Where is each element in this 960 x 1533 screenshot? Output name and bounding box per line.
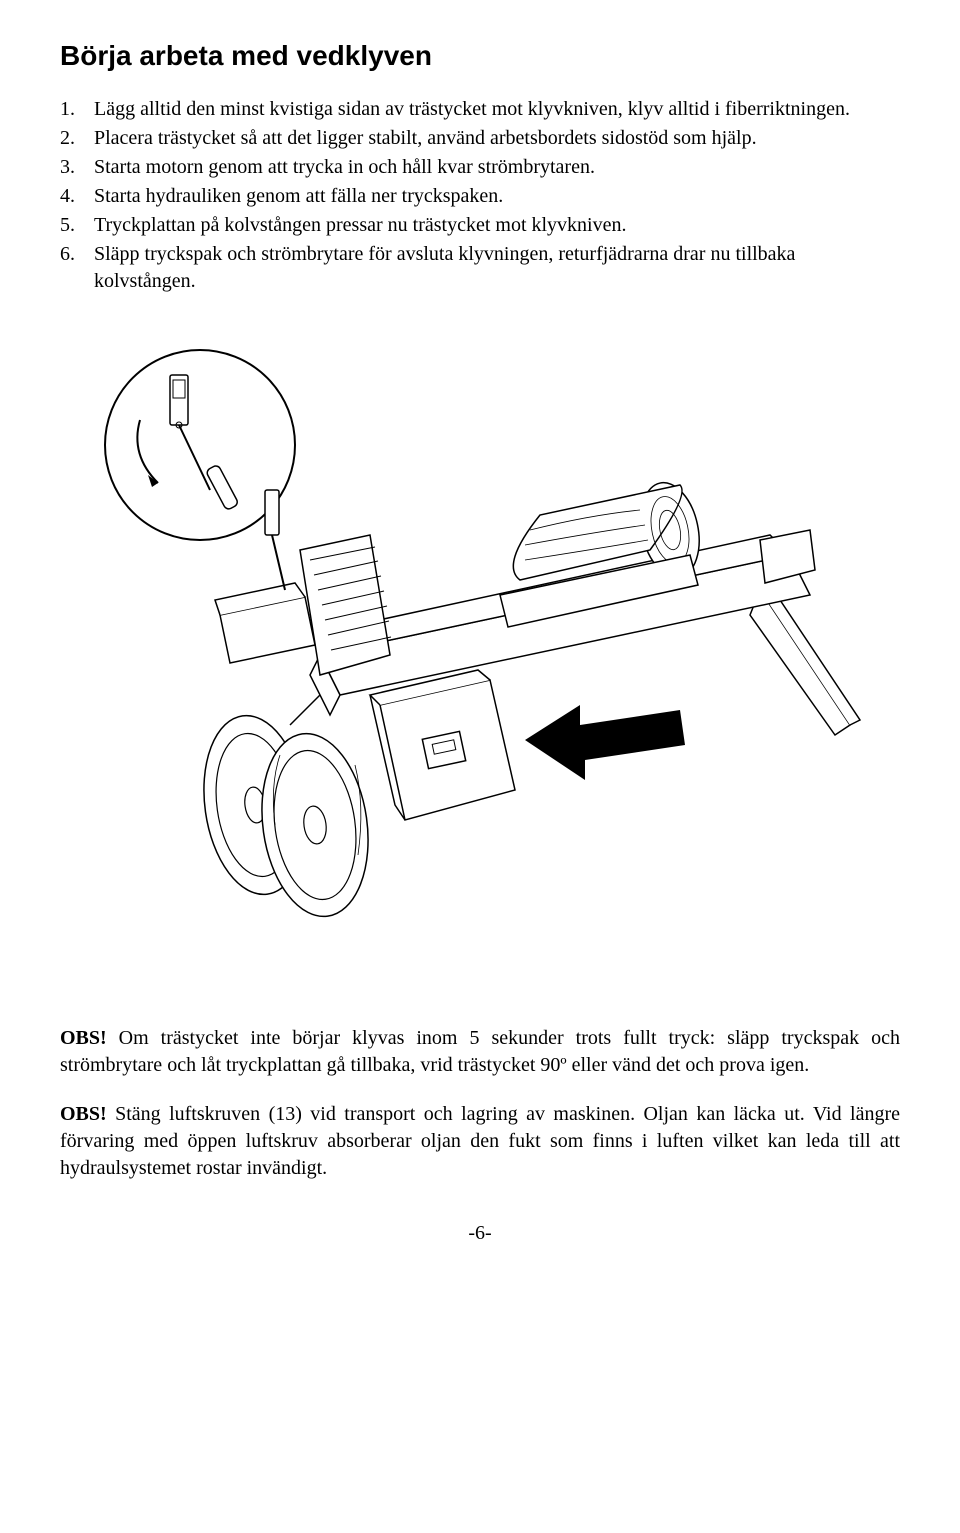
item-text: Släpp tryckspak och strömbrytare för avs… — [94, 241, 900, 295]
item-number: 1. — [60, 96, 94, 123]
list-item: 4. Starta hydrauliken genom att fälla ne… — [60, 183, 900, 210]
note-label: OBS! — [60, 1103, 107, 1125]
list-item: 6. Släpp tryckspak och strömbrytare för … — [60, 241, 900, 295]
push-plate — [300, 535, 391, 675]
list-item: 3. Starta motorn genom att trycka in och… — [60, 154, 900, 181]
item-text: Tryckplattan på kolvstången pressar nu t… — [94, 212, 900, 239]
motor-box — [370, 670, 515, 820]
instructions-list: 1. Lägg alltid den minst kvistiga sidan … — [60, 96, 900, 295]
note-text: Stäng luftskruven (13) vid transport och… — [60, 1103, 900, 1179]
item-number: 3. — [60, 154, 94, 181]
note-1: OBS! Om trästycket inte börjar klyvas in… — [60, 1025, 900, 1079]
page-number: -6- — [60, 1222, 900, 1245]
direction-arrow — [525, 705, 685, 780]
note-text: Om trästycket inte börjar klyvas inom 5 … — [60, 1027, 900, 1076]
list-item: 2. Placera trästycket så att det ligger … — [60, 125, 900, 152]
item-text: Placera trästycket så att det ligger sta… — [94, 125, 900, 152]
item-number: 5. — [60, 212, 94, 239]
item-number: 2. — [60, 125, 94, 152]
item-text: Starta motorn genom att trycka in och hå… — [94, 154, 900, 181]
diagram-svg — [70, 335, 890, 975]
item-text: Starta hydrauliken genom att fälla ner t… — [94, 183, 900, 210]
list-item: 5. Tryckplattan på kolvstången pressar n… — [60, 212, 900, 239]
item-number: 4. — [60, 183, 94, 210]
list-item: 1. Lägg alltid den minst kvistiga sidan … — [60, 96, 900, 123]
item-text: Lägg alltid den minst kvistiga sidan av … — [94, 96, 900, 123]
item-number: 6. — [60, 241, 94, 295]
page-heading: Börja arbeta med vedklyven — [60, 40, 900, 72]
note-2: OBS! Stäng luftskruven (13) vid transpor… — [60, 1101, 900, 1182]
log-splitter-diagram — [60, 325, 900, 985]
note-label: OBS! — [60, 1027, 107, 1049]
splitter-body — [193, 477, 860, 923]
